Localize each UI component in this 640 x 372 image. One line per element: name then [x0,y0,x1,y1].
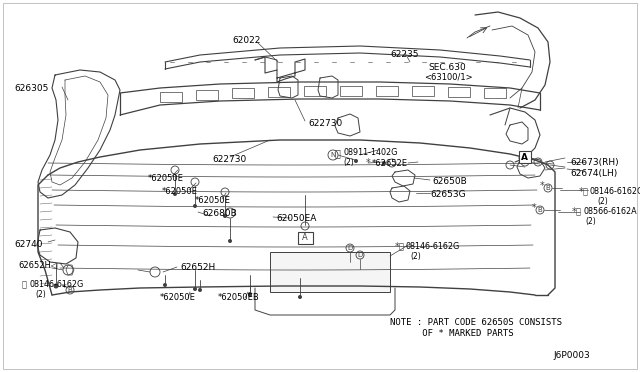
Text: 08146-6162G: 08146-6162G [406,242,460,251]
Circle shape [173,192,177,196]
Text: 62022: 62022 [232,36,260,45]
Text: Ⓝ: Ⓝ [335,148,341,158]
Text: *62050EB: *62050EB [218,293,260,302]
Text: (2): (2) [585,217,596,226]
Circle shape [223,214,227,218]
Circle shape [193,204,197,208]
Text: *: * [61,283,67,293]
Circle shape [248,293,252,297]
Circle shape [193,287,197,291]
Text: *62652E: *62652E [372,159,408,168]
Text: B: B [538,207,542,213]
Text: 08566-6162A: 08566-6162A [583,207,637,216]
Bar [448,87,470,97]
Text: *: * [395,242,400,252]
Text: *62050E: *62050E [162,187,198,196]
Text: 62653G: 62653G [430,190,466,199]
Text: 62674(LH): 62674(LH) [570,169,617,178]
Text: B: B [546,185,550,191]
Text: *62050E: *62050E [160,293,196,302]
Bar [196,90,218,100]
Text: *62050E: *62050E [148,174,184,183]
FancyBboxPatch shape [518,151,531,163]
Text: 622730: 622730 [212,155,246,164]
Text: J6P0003: J6P0003 [553,351,590,360]
Text: A: A [302,234,308,243]
Bar [232,88,254,98]
Text: 62650B: 62650B [432,177,467,186]
Text: *: * [540,181,545,191]
Text: A: A [522,155,526,161]
FancyBboxPatch shape [298,231,312,244]
Text: 62652H: 62652H [180,263,215,272]
Bar [376,86,398,96]
Bar [160,92,182,102]
Text: A: A [521,153,528,161]
Text: ⓓ: ⓓ [399,242,404,251]
Text: (2): (2) [410,252,420,261]
Text: 62673(RH): 62673(RH) [570,158,619,167]
Text: NOTE : PART CODE 62650S CONSISTS: NOTE : PART CODE 62650S CONSISTS [390,318,562,327]
Circle shape [198,288,202,292]
Text: 626305: 626305 [14,84,49,93]
Text: 62740: 62740 [14,240,42,249]
Text: 08146-6162G: 08146-6162G [590,187,640,196]
Circle shape [163,283,167,287]
Text: 62235: 62235 [390,50,419,59]
Text: D: D [348,245,353,251]
Text: D: D [357,252,363,258]
Circle shape [382,161,386,165]
Text: OF * MARKED PARTS: OF * MARKED PARTS [390,329,514,338]
Bar [304,86,326,96]
Circle shape [228,239,232,243]
Text: 62050EA: 62050EA [276,214,316,223]
Circle shape [298,295,302,299]
Text: 08146-6162G: 08146-6162G [29,280,83,289]
Circle shape [248,292,252,296]
Text: SEC.630: SEC.630 [428,63,466,72]
Bar [484,88,506,98]
Text: (2): (2) [597,197,608,206]
Text: <63100/1>: <63100/1> [424,73,472,82]
Text: Ⓑ: Ⓑ [583,187,588,196]
Bar [412,86,434,96]
Circle shape [354,159,358,163]
Text: Ⓑ: Ⓑ [22,280,27,289]
Text: (2): (2) [343,158,354,167]
Text: *: * [572,207,577,217]
Text: *: * [532,203,536,213]
Text: N: N [330,152,335,158]
Text: 62680B: 62680B [202,209,237,218]
Text: 622730: 622730 [308,119,342,128]
Text: 08911-1402G: 08911-1402G [343,148,397,157]
Text: Ⓑ: Ⓑ [576,207,581,216]
Bar [340,86,362,96]
Text: B: B [68,287,72,293]
Text: 62652H◁: 62652H◁ [18,260,58,269]
Bar [268,87,290,97]
Circle shape [54,283,58,289]
Bar [270,252,390,292]
Text: *62050E: *62050E [195,196,231,205]
Text: *: * [365,158,371,168]
Text: (2): (2) [35,290,45,299]
Text: *: * [579,187,584,197]
